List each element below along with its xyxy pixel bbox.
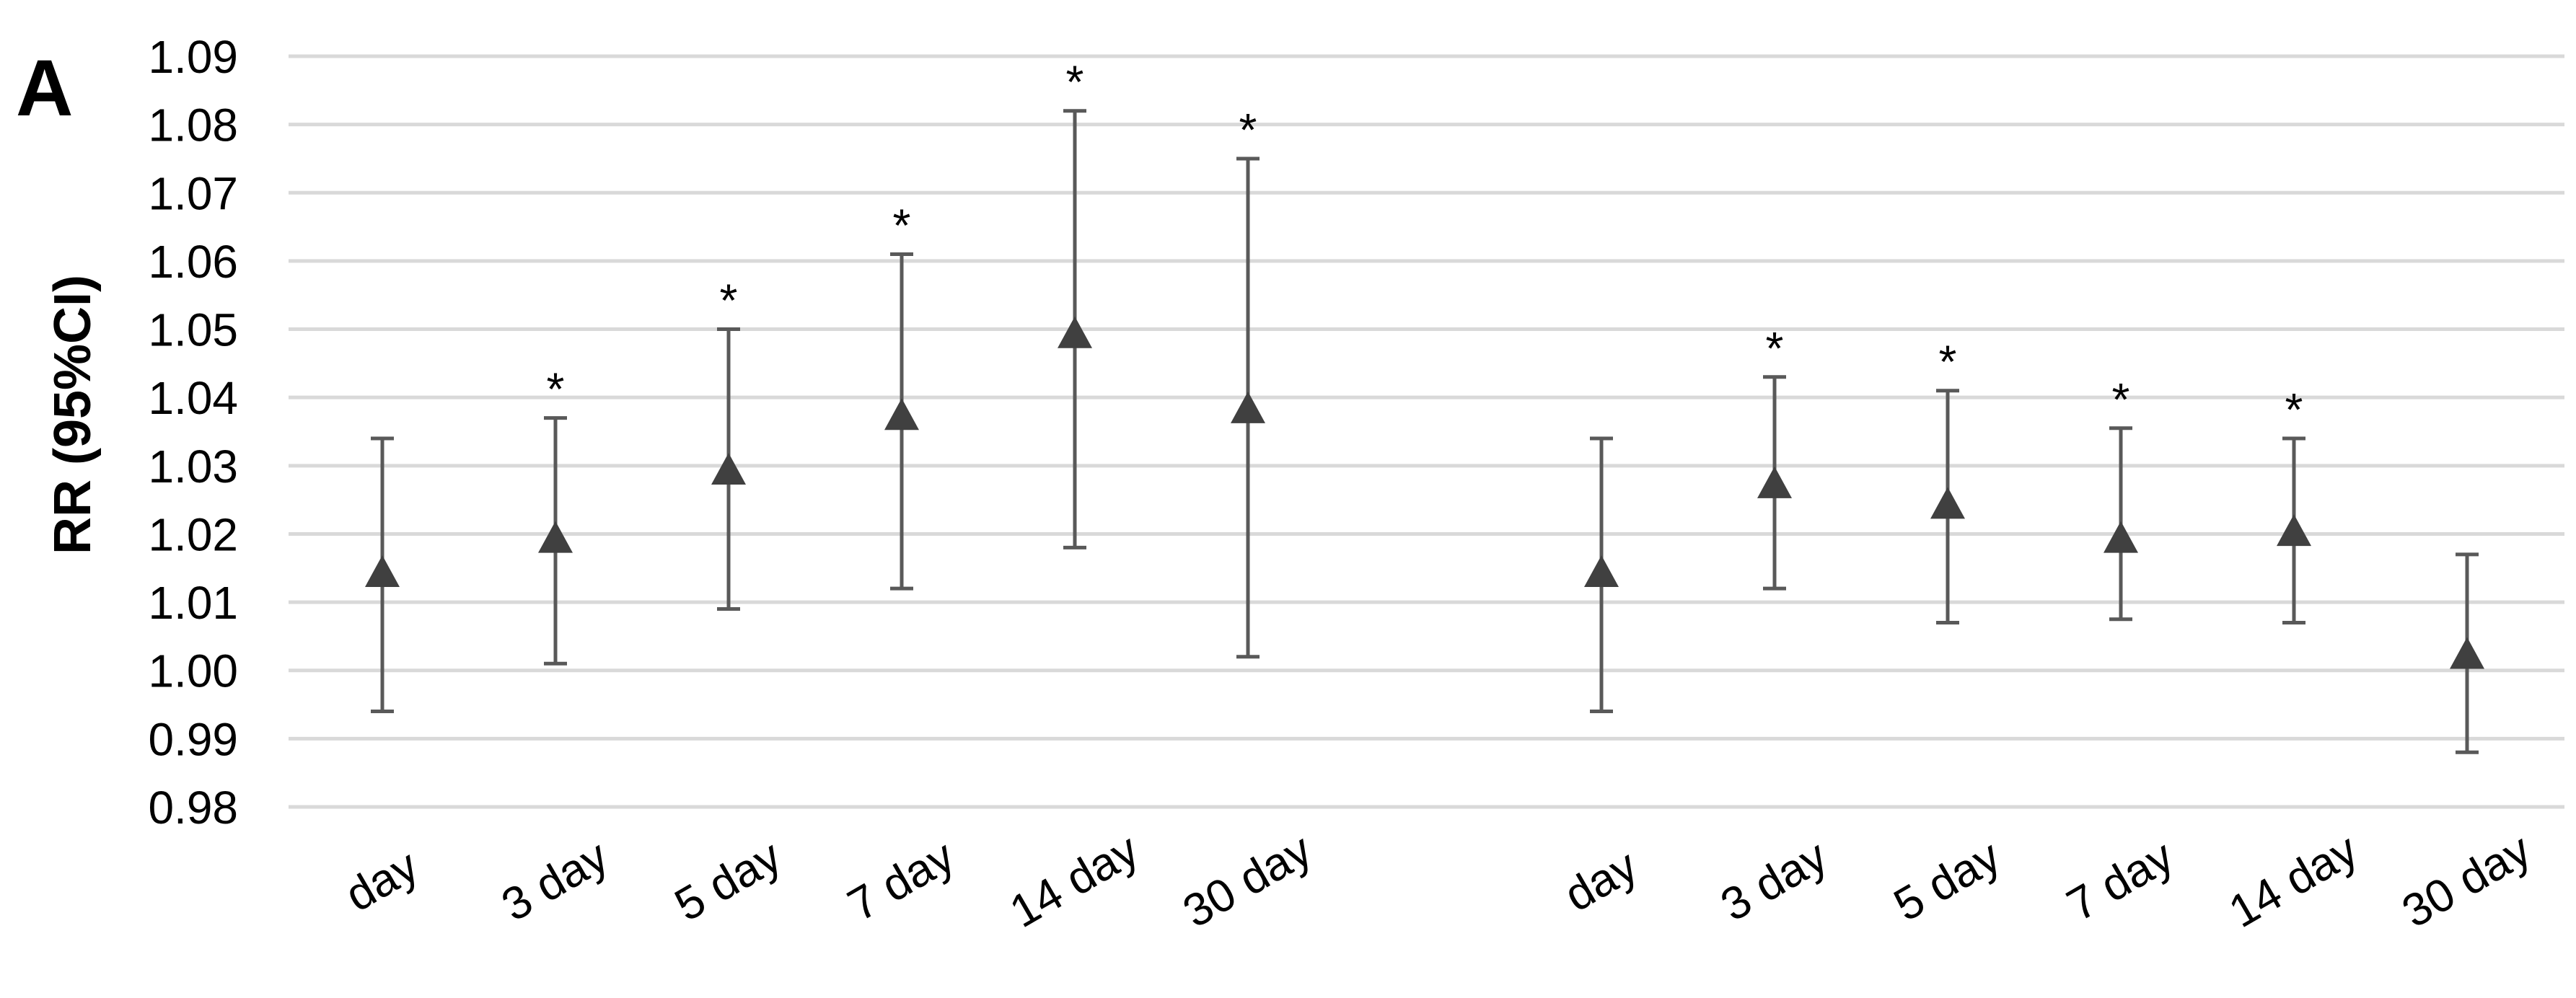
y-tick-label: 1.05 [148, 304, 238, 356]
y-tick-label: 1.02 [148, 508, 238, 560]
significance-star: * [547, 363, 565, 415]
rr-marker [1058, 316, 1092, 348]
rr-marker [711, 453, 746, 485]
y-axis-label: RR (95%CI) [44, 275, 102, 555]
significance-star: * [1239, 104, 1257, 156]
rr-marker [365, 555, 400, 587]
y-tick-label: 0.98 [148, 782, 238, 834]
rr-marker [884, 398, 919, 430]
significance-star: * [2112, 374, 2130, 425]
y-tick-label: 1.07 [148, 167, 238, 219]
y-tick-label: 0.99 [148, 713, 238, 765]
x-category-label: 7 day [2058, 830, 2182, 932]
rr-marker [1231, 391, 1265, 423]
rr-marker [2277, 514, 2311, 547]
x-category-label: 7 day [839, 830, 963, 932]
rr-marker [2450, 637, 2484, 669]
significance-star: * [720, 275, 738, 327]
x-category-label: day [1555, 839, 1645, 922]
rr-marker [1757, 466, 1792, 498]
x-category-label: 5 day [666, 830, 790, 932]
significance-star: * [2285, 384, 2303, 436]
y-tick-label: 1.09 [148, 31, 238, 83]
y-tick-label: 1.08 [148, 100, 238, 151]
x-axis-labels: day 3 day 5 day 7 day 14 day 30 day day 3 day 5 … [336, 823, 2539, 937]
rr-marker [1930, 487, 1965, 519]
significance-star: * [1766, 322, 1784, 374]
y-tick-label: 1.03 [148, 441, 238, 493]
significance-star: * [1939, 336, 1957, 388]
significance-star: * [1066, 56, 1084, 108]
gridlines [289, 54, 2564, 809]
y-axis-ticks: 1.09 1.08 1.07 1.06 1.05 1.04 1.03 1.02 1.01 1.00… [148, 31, 238, 834]
rr-marker [538, 521, 573, 553]
data-points: * * * * * * * * * [365, 56, 2484, 754]
significance-star: * [893, 199, 911, 251]
rr-marker [2104, 521, 2138, 553]
y-tick-label: 1.01 [148, 577, 238, 629]
x-category-label: 30 day [2393, 823, 2539, 937]
x-category-label: 14 day [1001, 823, 1147, 937]
x-category-label: 30 day [1174, 823, 1320, 937]
y-tick-label: 1.00 [148, 645, 238, 697]
x-category-label: 3 day [1712, 830, 1836, 932]
y-tick-label: 1.06 [148, 236, 238, 288]
x-category-label: 3 day [493, 830, 617, 932]
y-tick-label: 1.04 [148, 372, 238, 424]
x-category-label: 5 day [1885, 830, 2009, 932]
panel-label: A [16, 44, 73, 133]
rr-marker [1584, 555, 1619, 587]
x-category-label: day [336, 839, 426, 922]
x-category-label: 14 day [2220, 823, 2366, 937]
